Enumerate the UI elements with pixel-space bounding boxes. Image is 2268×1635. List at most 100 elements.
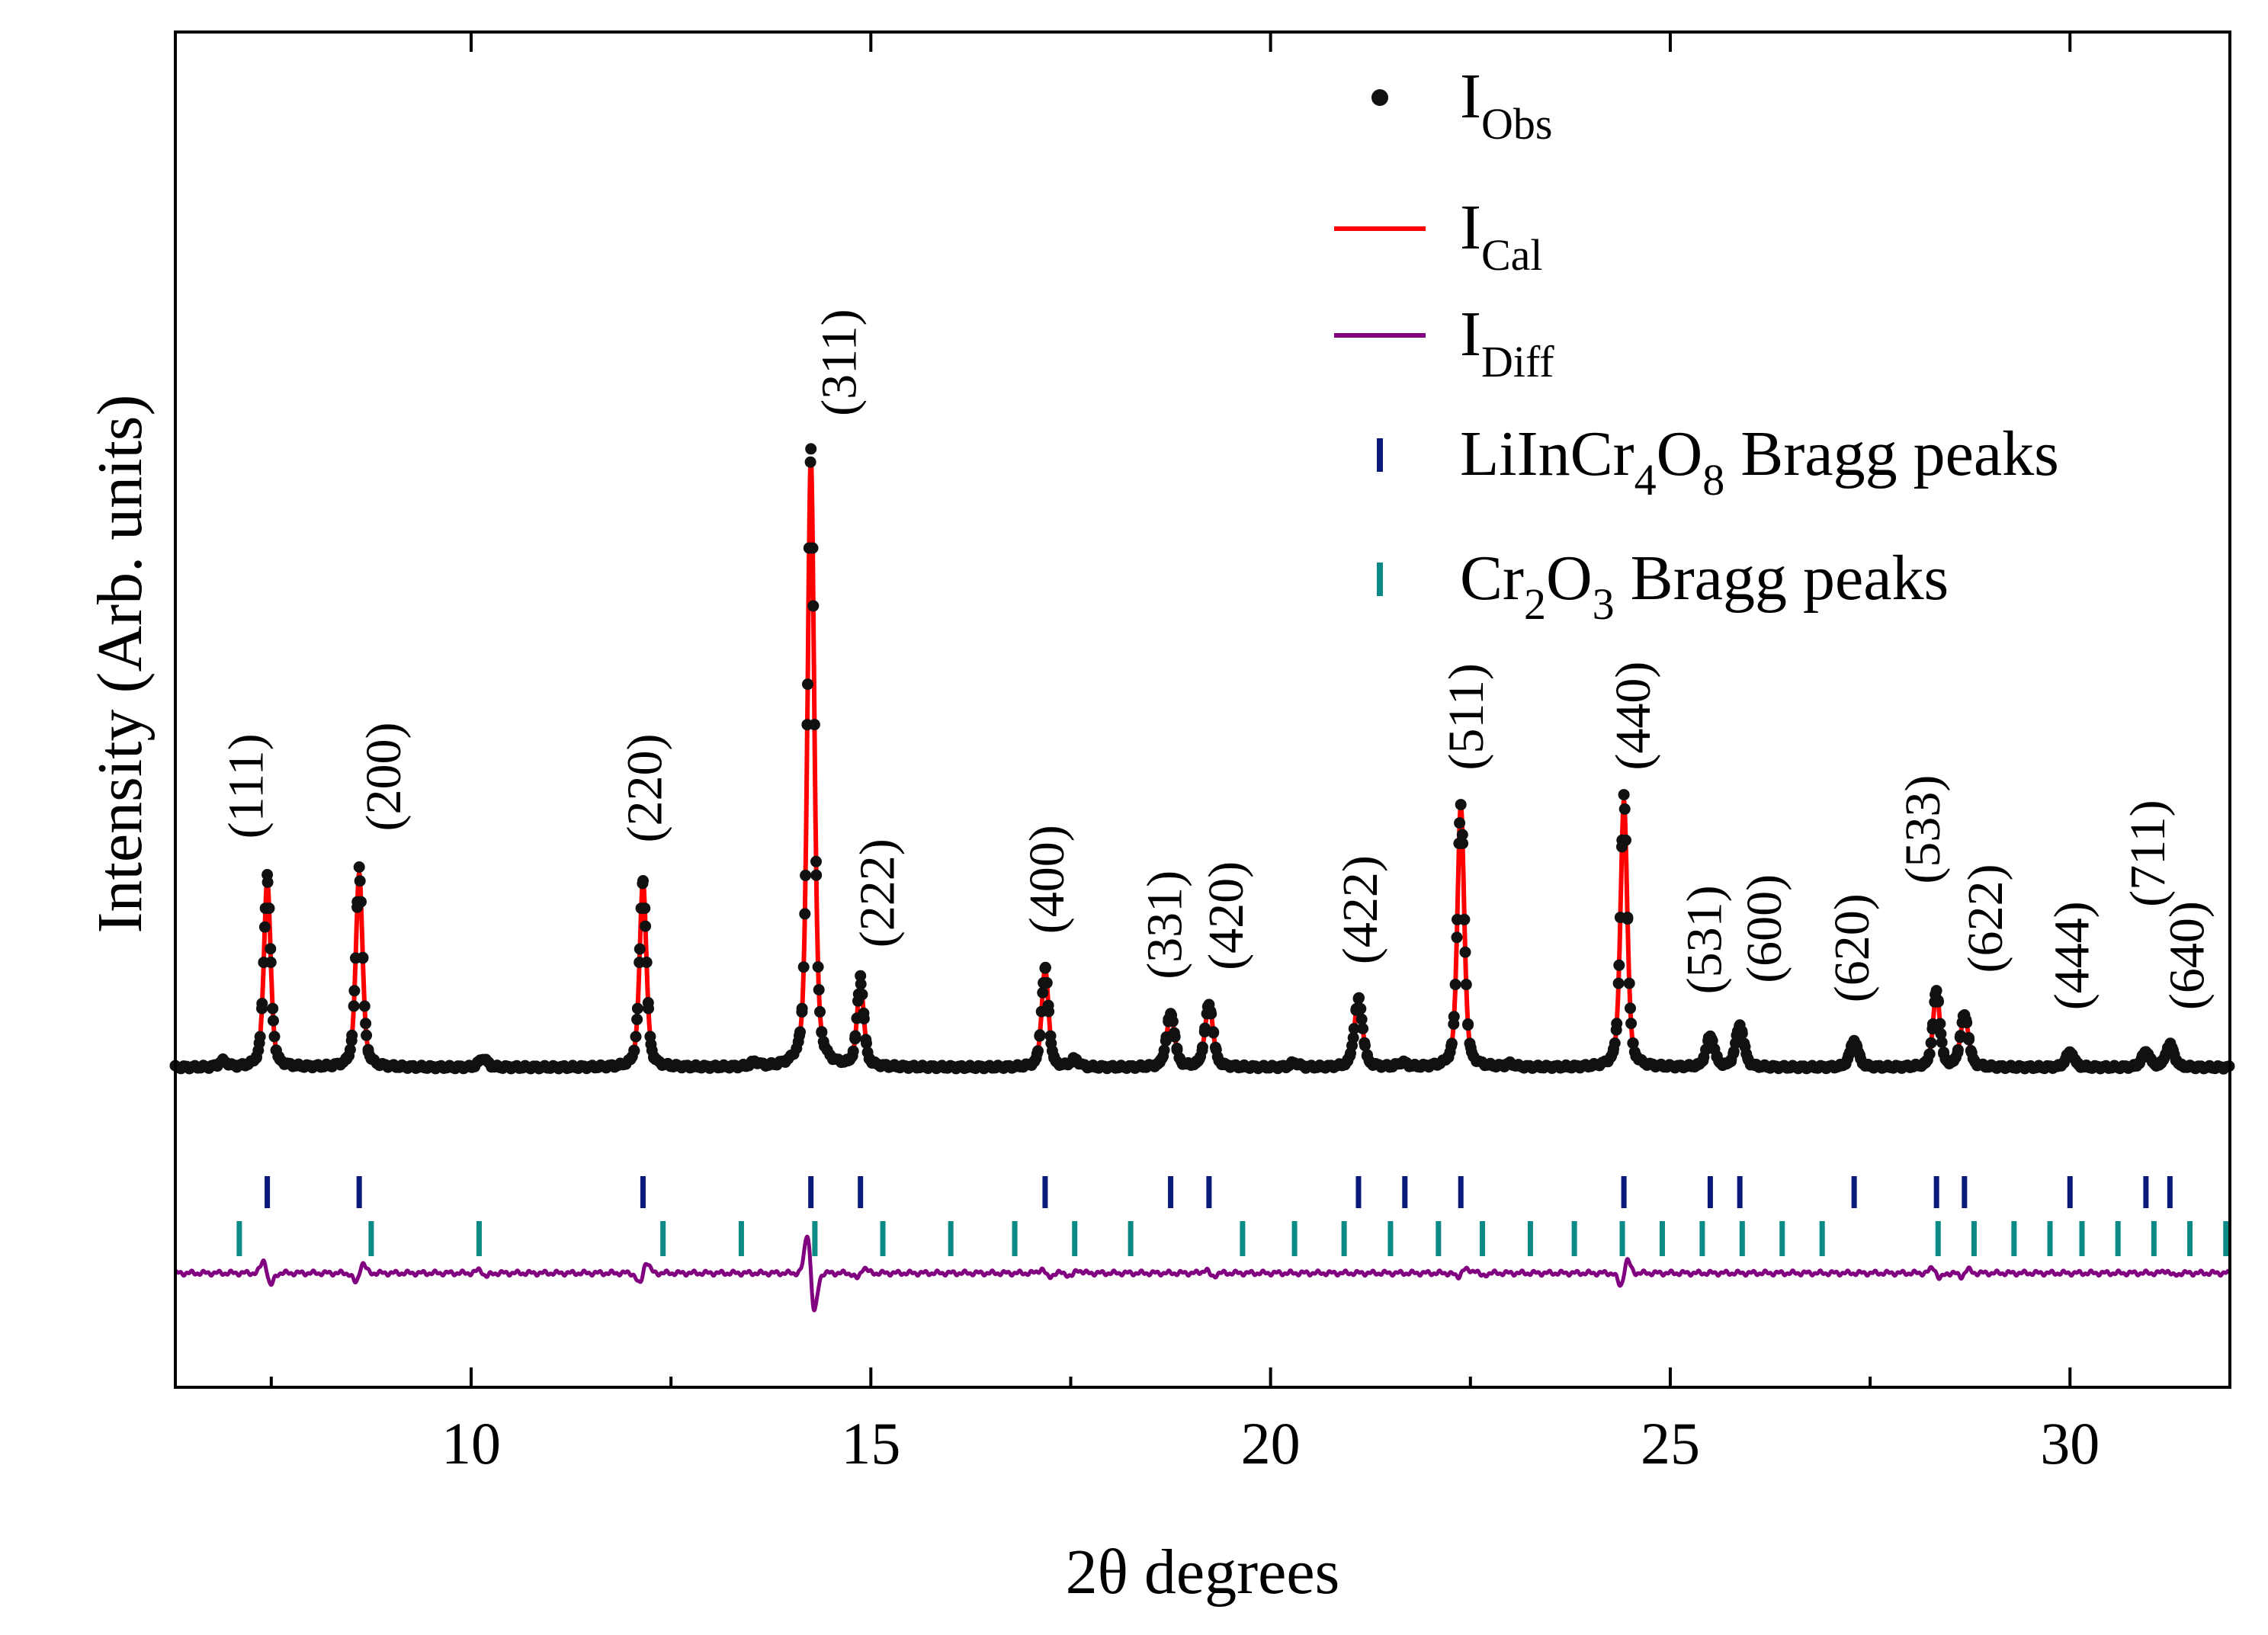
observed-point [1730, 1037, 1741, 1050]
observed-point [1355, 1013, 1368, 1025]
observed-point [1622, 912, 1634, 924]
difference-curve [173, 1234, 2231, 1313]
observed-point [1051, 1056, 1063, 1069]
observed-point [1205, 1008, 1217, 1020]
observed-point [1348, 1023, 1360, 1034]
legend-entry-0: IObs [1460, 61, 1552, 149]
legend-entry-4: Cr2O3 Bragg peaks [1460, 543, 1949, 629]
hkl-label: (531) [1676, 885, 1732, 994]
x-tick-label: 10 [441, 1410, 501, 1476]
observed-point [1738, 1037, 1750, 1050]
observed-point [637, 875, 649, 886]
observed-point [813, 984, 825, 995]
legend-text: LiInCr [1460, 418, 1634, 489]
observed-point [1625, 1002, 1636, 1015]
observed-point [812, 961, 824, 973]
observed-point [1609, 1037, 1621, 1049]
observed-point [360, 1018, 372, 1030]
observed-point [630, 1031, 642, 1043]
observed-point [1037, 986, 1049, 999]
observed-point [268, 1031, 281, 1043]
observed-point [1923, 1048, 1936, 1060]
observed-point [267, 1002, 279, 1015]
hkl-label: (511) [1439, 663, 1494, 771]
legend-subscript: 8 [1702, 455, 1724, 505]
observed-point [263, 902, 275, 915]
observed-point [358, 1000, 371, 1012]
observed-point [252, 1044, 265, 1056]
observed-point [354, 875, 366, 887]
observed-point [1458, 913, 1471, 925]
observed-point [1355, 1002, 1367, 1015]
legend-subscript: Diff [1481, 337, 1554, 386]
observed-point [640, 920, 652, 932]
legend-entry-2: IDiff [1460, 299, 1554, 386]
hkl-label: (422) [1333, 855, 1388, 964]
hkl-label: (311) [812, 309, 868, 416]
x-tick-label: 30 [2040, 1410, 2100, 1476]
observed-point [1618, 803, 1631, 815]
observed-point [1455, 799, 1467, 811]
observed-point [1445, 1037, 1458, 1050]
y-axis-label: Intensity (Arb. units) [85, 395, 156, 934]
observed-point [1464, 1037, 1476, 1050]
observed-point [1044, 1030, 1057, 1042]
legend-main: I [1460, 192, 1481, 263]
observed-point [1623, 977, 1635, 989]
observed-point [867, 1056, 879, 1069]
legend-subscript: Cal [1481, 230, 1543, 280]
observed-point [856, 989, 868, 1001]
observed-point [1454, 817, 1466, 829]
observed-points-layer [169, 443, 2235, 1075]
observed-point [802, 678, 813, 691]
difference-curve-layer [173, 1234, 2231, 1313]
hkl-label: (440) [1606, 662, 1661, 771]
observed-point [628, 1044, 640, 1056]
observed-point [1631, 1050, 1643, 1063]
hkl-label: (420) [1198, 861, 1254, 970]
observed-point [1195, 1050, 1207, 1063]
x-tick-label: 20 [1241, 1410, 1301, 1476]
legend-text: O [1546, 543, 1593, 614]
legend-subscript: 3 [1593, 579, 1615, 629]
observed-point [1460, 979, 1472, 991]
observed-point [1933, 995, 1944, 1008]
legend-text: Bragg peaks [1724, 418, 2059, 489]
observed-point [814, 1005, 826, 1018]
observed-point [794, 1026, 806, 1038]
hkl-label: (331) [1137, 870, 1193, 979]
observed-point [631, 1002, 643, 1015]
legend-subscript: 4 [1634, 455, 1657, 505]
observed-point [631, 1013, 643, 1025]
observed-point [2079, 1060, 2091, 1072]
observed-point [816, 1026, 828, 1038]
legend-subscript: Obs [1481, 99, 1552, 149]
hkl-label: (444) [2044, 901, 2100, 1010]
observed-point [1158, 1044, 1170, 1056]
observed-point [1457, 838, 1469, 849]
hkl-label: (400) [1019, 825, 1075, 934]
hkl-label: (220) [618, 734, 673, 843]
observed-point [1449, 979, 1461, 991]
observed-point [800, 869, 812, 881]
observed-point [1034, 1030, 1046, 1042]
legend-text: Bragg peaks [1615, 543, 1949, 614]
axes-layer: 10 15 20 25 30 [269, 32, 2100, 1476]
hkl-label: (200) [356, 723, 412, 832]
observed-point [1612, 977, 1625, 989]
observed-point [1166, 1015, 1179, 1027]
observed-point [639, 902, 651, 915]
observed-point [1935, 1027, 1947, 1040]
observed-point [792, 1036, 804, 1048]
observed-point [348, 1000, 360, 1012]
observed-point [1934, 1018, 1946, 1030]
legend-marker-obs [1371, 89, 1388, 106]
observed-point [805, 443, 817, 455]
observed-point [1357, 1023, 1369, 1034]
observed-point [650, 1053, 662, 1066]
observed-point [1749, 1060, 1761, 1072]
observed-point [1925, 1037, 1937, 1049]
observed-point [849, 1033, 861, 1045]
observed-point [855, 970, 867, 982]
